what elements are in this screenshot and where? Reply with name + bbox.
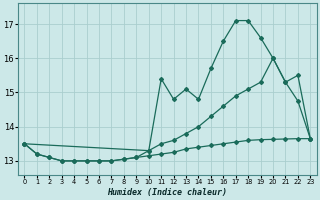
X-axis label: Humidex (Indice chaleur): Humidex (Indice chaleur) xyxy=(108,188,228,197)
